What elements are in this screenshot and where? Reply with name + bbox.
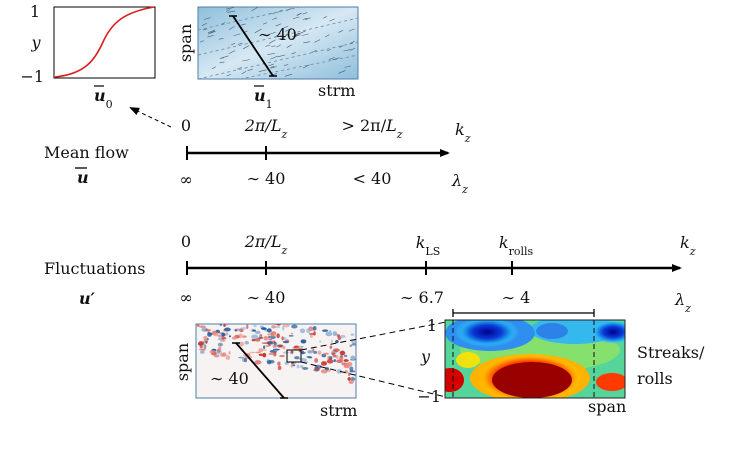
mf-tick-k-2: > 2π/Lz	[342, 116, 403, 141]
cs-y-bottom: −1	[417, 387, 441, 406]
fl-tick-k-0: 0	[181, 232, 191, 251]
u1-scale-bar	[232, 15, 274, 77]
u0-y-top: 1	[30, 2, 40, 21]
zoom-line-top	[300, 321, 447, 351]
cs-span-label: span	[588, 397, 626, 416]
cs-y-label: y	[420, 347, 431, 366]
mf-tick-lambda-1: ∼ 40	[247, 169, 286, 188]
fl-tick-k-1: 2π/Lz	[244, 232, 288, 257]
mean-flow-axis: Mean flow u 0 2π/Lz > 2π/Lz kz ∞ ∼ 40 < …	[44, 116, 471, 196]
crosssection-panel: 1 y −1 span Streaks/ rolls	[417, 309, 705, 416]
streak-blue-left	[455, 320, 519, 347]
fl-tick-lambda-2: ∼ 6.7	[400, 288, 444, 307]
u0-frame	[53, 6, 156, 79]
mean-flow-title: Mean flow	[44, 143, 129, 162]
mean-flow-symbol: u	[77, 168, 89, 187]
cs-y-top: 1	[427, 316, 437, 335]
mf-axis-k-label: kz	[455, 120, 471, 145]
snapshot-zoom-box	[286, 349, 302, 363]
fluctuations-symbol: u′	[79, 289, 96, 308]
snapshot-panel: ∼ 40 span strm	[173, 323, 357, 420]
u0-profile-curve	[54, 6, 155, 78]
mf-tick-lambda-0: ∞	[179, 170, 192, 189]
u1-span-label: span	[176, 24, 195, 62]
mf-tick-lambda-2: < 40	[353, 169, 392, 188]
cs-caption-line1: Streaks/	[637, 343, 705, 362]
fl-tick-lambda-3: ∼ 4	[502, 288, 531, 307]
fl-tick-k-3: krolls	[499, 233, 534, 258]
u1-label: u1	[254, 86, 273, 111]
snapshot-scale-label: ∼ 40	[210, 369, 249, 388]
snapshot-span-label: span	[173, 343, 192, 381]
mf-tick-k-0: 0	[181, 116, 191, 135]
snapshot-scale-bar	[235, 342, 285, 399]
streak-red-right	[596, 373, 625, 391]
streak-blue-right	[591, 320, 625, 344]
fl-tick-k-2: kLS	[416, 233, 441, 258]
fluctuations-axis: Fluctuations u′ 0 2π/Lz kLS krolls kz ∞ …	[44, 232, 696, 315]
streak-red-left	[445, 368, 464, 392]
fl-tick-lambda-1: ∼ 40	[247, 288, 286, 307]
mf-axis-lambda-label: λz	[451, 171, 468, 196]
fl-axis-lambda-label: λz	[674, 290, 691, 315]
zoom-line-bottom	[300, 361, 447, 398]
snapshot-strm-label: strm	[320, 401, 357, 420]
fl-tick-lambda-0: ∞	[179, 288, 192, 307]
u0-y-bottom: −1	[20, 67, 44, 86]
u1-vector-field	[199, 7, 356, 77]
u0-label: u0	[94, 86, 113, 111]
mf-tick-k-1: 2π/Lz	[244, 116, 288, 141]
u0-panel: 1 y −1 u0	[20, 2, 156, 111]
u0-link-arrow	[129, 107, 172, 128]
fluctuations-title: Fluctuations	[44, 259, 145, 278]
fl-axis-k-label: kz	[680, 233, 696, 258]
cs-caption-line2: rolls	[637, 369, 673, 388]
u1-strm-label: strm	[318, 81, 355, 100]
u1-frame	[197, 6, 359, 80]
u1-panel: ∼ 40 span strm u1	[176, 6, 359, 111]
u1-scale-label: ∼ 40	[258, 25, 297, 44]
snapshot-field	[196, 324, 356, 384]
u0-y-label: y	[30, 33, 41, 52]
